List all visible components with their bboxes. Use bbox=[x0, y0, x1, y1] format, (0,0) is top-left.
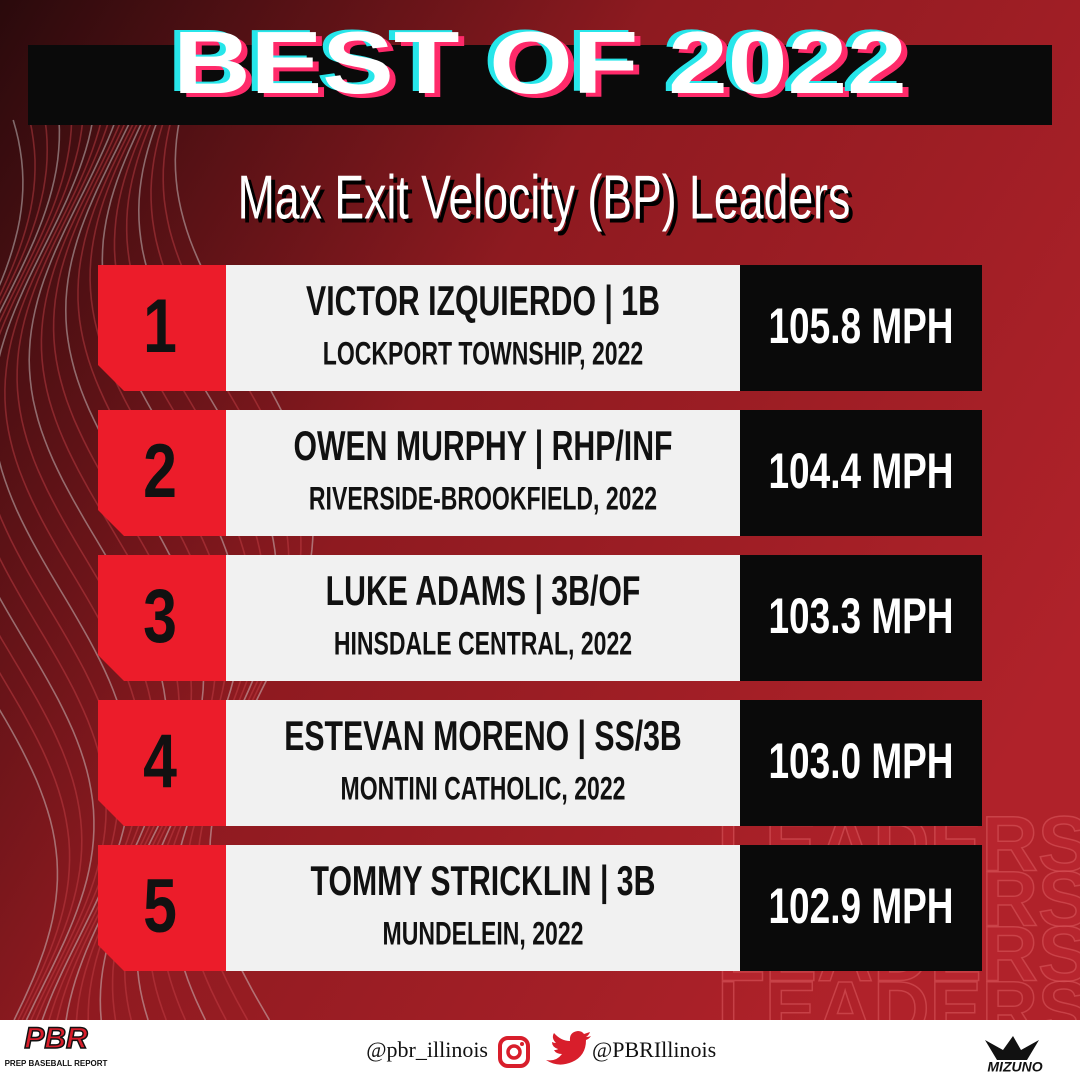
leader-row: 4 ESTEVAN MORENO | SS/3B MONTINI CATHOLIC,… bbox=[98, 700, 982, 826]
rank: 2 bbox=[143, 429, 177, 514]
wave-line bbox=[0, 119, 83, 1021]
value-box bbox=[740, 410, 982, 536]
footer-bar bbox=[0, 1020, 1080, 1080]
title-shadow-pink: BEST OF 2022 bbox=[179, 17, 913, 116]
rank-box bbox=[98, 700, 226, 826]
title-bar bbox=[28, 45, 1052, 125]
rank: 4 bbox=[143, 719, 177, 804]
player-name: VICTOR IZQUIERDO | 1B bbox=[306, 277, 660, 325]
rank-box bbox=[98, 265, 226, 391]
player-name: LUKE ADAMS | 3B/OF bbox=[326, 567, 641, 615]
twitter-handle: @PBRIllinois bbox=[592, 1037, 716, 1062]
rank: 5 bbox=[143, 864, 177, 949]
logo: PBR bbox=[24, 1022, 88, 1055]
subtitle-shadow: Max Exit Velocity (BP) Leaders bbox=[242, 167, 855, 236]
leader-row: 1 VICTOR IZQUIERDO | 1B LOCKPORT TOWNSHIP,… bbox=[98, 265, 982, 391]
wave-line bbox=[0, 119, 95, 1021]
velocity: 104.4 MPH bbox=[768, 444, 953, 500]
instagram-handle: @pbr_illinois bbox=[366, 1037, 488, 1062]
school: MONTINI CATHOLIC, 2022 bbox=[341, 771, 626, 807]
school: HINSDALE CENTRAL, 2022 bbox=[334, 626, 632, 662]
rank-box bbox=[98, 845, 226, 971]
rank: 1 bbox=[143, 284, 177, 369]
velocity: 102.9 MPH bbox=[768, 879, 953, 935]
value-box bbox=[740, 555, 982, 681]
wave-line bbox=[0, 119, 71, 1021]
value-box bbox=[740, 700, 982, 826]
player-name: ESTEVAN MORENO | SS/3B bbox=[284, 712, 682, 760]
leader-row: 5 TOMMY STRICKLIN | 3B MUNDELEIN, 2022 102.… bbox=[98, 845, 982, 971]
velocity: 103.3 MPH bbox=[768, 589, 953, 645]
sponsor-mark bbox=[985, 1036, 1039, 1060]
wave-line bbox=[0, 119, 107, 1021]
rank: 3 bbox=[143, 574, 177, 659]
value-box bbox=[740, 265, 982, 391]
leader-row: 3 LUKE ADAMS | 3B/OF HINSDALE CENTRAL, 202… bbox=[98, 555, 982, 681]
info-box bbox=[226, 555, 740, 681]
info-box bbox=[226, 410, 740, 536]
info-box bbox=[226, 265, 740, 391]
school: LOCKPORT TOWNSHIP, 2022 bbox=[323, 336, 643, 372]
title: BEST OF 2022 bbox=[173, 13, 907, 112]
twitter-icon bbox=[546, 1031, 591, 1065]
velocity: 105.8 MPH bbox=[768, 299, 953, 355]
instagram-icon bbox=[498, 1036, 530, 1068]
wave-line bbox=[0, 119, 59, 1021]
player-name: OWEN MURPHY | RHP/INF bbox=[293, 422, 672, 470]
leader-row: 2 OWEN MURPHY | RHP/INF RIVERSIDE-BROOKFIE… bbox=[98, 410, 982, 536]
subtitle: Max Exit Velocity (BP) Leaders bbox=[238, 163, 851, 232]
info-box bbox=[226, 845, 740, 971]
sponsor: MIZUNO bbox=[987, 1059, 1042, 1075]
player-name: TOMMY STRICKLIN | 3B bbox=[311, 857, 656, 905]
logo-box bbox=[12, 1024, 107, 1076]
info-box bbox=[226, 700, 740, 826]
school: RIVERSIDE-BROOKFIELD, 2022 bbox=[309, 481, 657, 517]
title-shadow-cyan: BEST OF 2022 bbox=[167, 11, 901, 110]
rank-box bbox=[98, 410, 226, 536]
velocity: 103.0 MPH bbox=[768, 734, 953, 790]
logo-sub: PREP BASEBALL REPORT bbox=[5, 1059, 108, 1068]
rank-box bbox=[98, 555, 226, 681]
leader-rows: 1 VICTOR IZQUIERDO | 1B LOCKPORT TOWNSHIP,… bbox=[98, 265, 982, 971]
school: MUNDELEIN, 2022 bbox=[383, 916, 584, 952]
value-box bbox=[740, 845, 982, 971]
